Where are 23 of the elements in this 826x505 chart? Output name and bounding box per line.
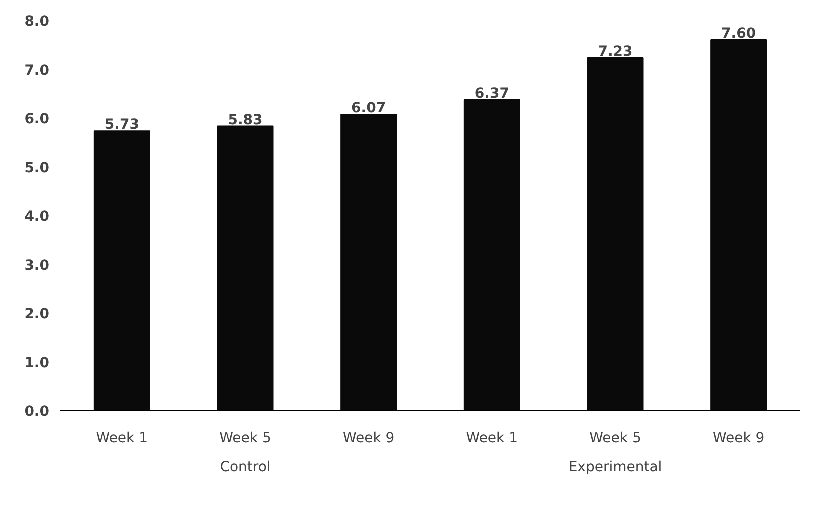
data-label: 6.07 (352, 100, 386, 117)
y-tick-label: 2.0 (24, 306, 50, 322)
data-label: 7.60 (722, 26, 756, 42)
x-tick-label: Week 5 (220, 430, 272, 446)
y-tick-label: 3.0 (24, 258, 50, 274)
y-tick-label: 8.0 (24, 14, 50, 30)
text: Experimental (568, 460, 662, 476)
y-tick-label: 4.0 (24, 209, 50, 225)
data-label: 6.37 (474, 86, 510, 102)
x-tick-label: Week 9 (712, 430, 765, 446)
y-tick-label: 7.0 (24, 62, 50, 79)
y-tick-label: 6.0 (24, 112, 50, 128)
y-tick-label: 0.0 (24, 404, 50, 420)
data-label: 5.83 (228, 112, 263, 128)
text: Control (220, 460, 271, 476)
x-tick-label: Week 1 (96, 430, 148, 446)
x-tick-label: Week 1 (466, 430, 518, 446)
x-tick-label: Week 9 (342, 430, 395, 446)
data-label: 5.73 (104, 117, 140, 134)
x-tick-label: Week 5 (590, 430, 642, 446)
data-label: 7.23 (598, 44, 633, 60)
y-tick-label: 1.0 (24, 355, 50, 372)
y-tick-label: 5.0 (24, 160, 50, 176)
